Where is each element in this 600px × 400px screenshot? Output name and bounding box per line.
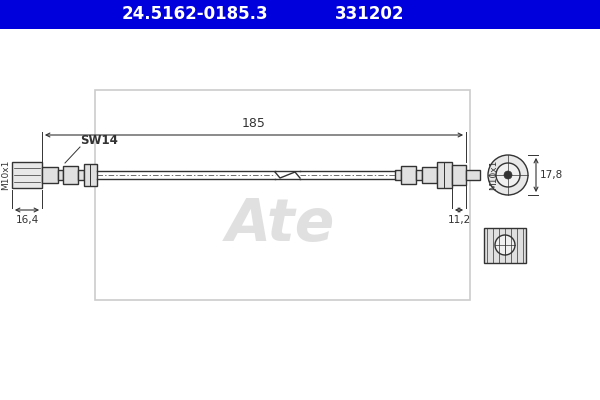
Bar (95, 90, 470, 300)
Text: M10x1: M10x1 (490, 160, 499, 190)
Text: 331202: 331202 (335, 5, 405, 23)
Bar (484, 228, 526, 262)
Bar (84, 164, 97, 186)
Bar (452, 165, 466, 185)
Bar (395, 170, 401, 180)
Bar (437, 162, 452, 188)
Bar (401, 166, 416, 184)
Bar (78, 170, 84, 180)
Bar (416, 170, 422, 180)
Text: Ate: Ate (226, 196, 335, 254)
Bar (466, 170, 480, 180)
Text: 16,4: 16,4 (16, 215, 38, 225)
Bar (63, 166, 78, 184)
Circle shape (496, 163, 520, 187)
Text: 17,8: 17,8 (540, 170, 563, 180)
Bar (422, 167, 437, 183)
Bar (0, 0, 600, 29)
Circle shape (504, 171, 512, 179)
Bar (12, 162, 42, 188)
Text: SW14: SW14 (80, 134, 118, 147)
Text: M10x1: M10x1 (1, 160, 11, 190)
Text: 185: 185 (242, 117, 266, 130)
Circle shape (495, 235, 515, 255)
Text: 11,2: 11,2 (448, 215, 470, 225)
Circle shape (488, 155, 528, 195)
Text: 24.5162-0185.3: 24.5162-0185.3 (122, 5, 268, 23)
Bar (58, 170, 63, 180)
Bar (42, 167, 58, 183)
